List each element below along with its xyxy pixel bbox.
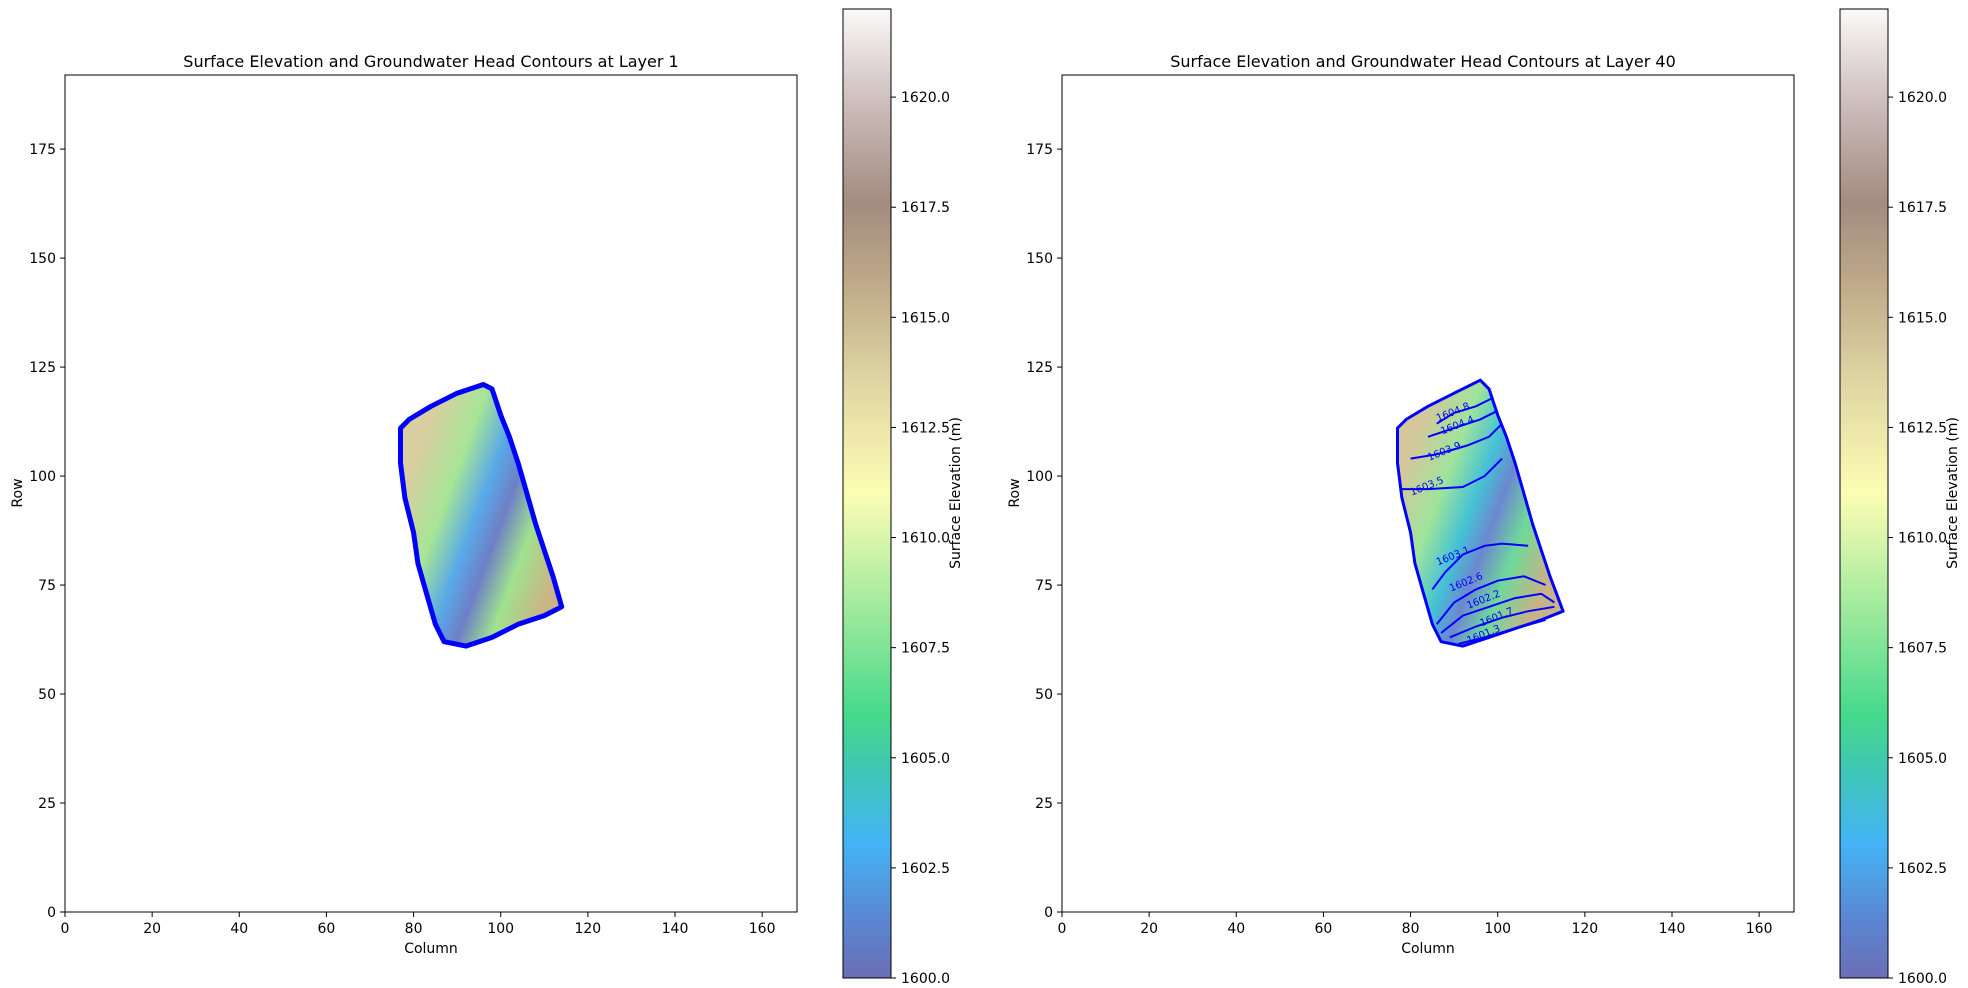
y-tick-label: 150 [1026, 251, 1053, 267]
contour-line [1440, 592, 1555, 634]
colorbar-tick-label: 1602.5 [1898, 861, 1947, 877]
y-tick-label: 100 [29, 469, 56, 485]
x-tick-label: 20 [143, 921, 161, 937]
elevation-surface [400, 384, 562, 647]
colorbar-tick-label: 1615.0 [1898, 310, 1947, 326]
colorbar-tick-label: 1600.0 [1898, 971, 1947, 987]
x-tick-label: 100 [1484, 921, 1511, 937]
y-axis-ticks: 0 25 50 75 100 125 150 175 [1026, 142, 1062, 921]
y-axis-ticks: 0 25 50 75 100 125 150 175 [29, 142, 65, 921]
x-axis-ticks: 0 20 40 60 80 100 120 140 160 [1058, 912, 1773, 937]
colorbar-bar [1839, 8, 1889, 979]
boundary-contour [1396, 378, 1565, 648]
colorbar-tick-label: 1617.5 [1898, 200, 1947, 216]
x-tick-label: 0 [61, 921, 70, 937]
colorbar-label: Surface Elevation (m) [1945, 417, 1961, 569]
chart-title: Surface Elevation and Groundwater Head C… [1170, 52, 1676, 71]
colorbar-label: Surface Elevation (m) [948, 417, 964, 569]
panel-layer-40: Surface Elevation and Groundwater Head C… [1007, 8, 1961, 987]
elevation-field [398, 382, 565, 649]
y-tick-label: 25 [1035, 796, 1053, 812]
x-tick-label: 40 [1227, 921, 1245, 937]
x-tick-label: 140 [1659, 921, 1686, 937]
contour-line [1431, 542, 1529, 590]
x-tick-label: 40 [230, 921, 248, 937]
colorbar: 1600.0 1602.5 1605.0 1607.5 1610.0 1612.5 1615… [842, 8, 964, 987]
colorbar-ticks: 1600.0 1602.5 1605.0 1607.5 1610.0 1612.5 1615… [1888, 90, 1947, 987]
x-tick-label: 0 [1058, 921, 1067, 937]
y-tick-label: 50 [1035, 687, 1053, 703]
colorbar-bar [842, 8, 892, 979]
contour-line [1435, 575, 1546, 625]
colorbar-tick-label: 1610.0 [1898, 531, 1947, 547]
colorbar-tick-label: 1620.0 [901, 90, 950, 106]
y-tick-label: 50 [38, 687, 56, 703]
x-tick-label: 80 [405, 921, 423, 937]
y-tick-label: 75 [1035, 578, 1053, 594]
x-tick-label: 160 [1746, 921, 1773, 937]
x-axis-label: Column [1401, 941, 1455, 957]
x-tick-label: 120 [1571, 921, 1598, 937]
contour-line [1427, 409, 1499, 438]
x-tick-label: 80 [1402, 921, 1420, 937]
panel-layer-1: Surface Elevation and Groundwater Head C… [10, 8, 964, 987]
y-tick-label: 0 [1044, 905, 1053, 921]
x-tick-label: 20 [1140, 921, 1158, 937]
contour-line [1449, 605, 1555, 639]
colorbar-tick-label: 1615.0 [901, 310, 950, 326]
x-tick-label: 60 [1315, 921, 1333, 937]
colorbar-tick-label: 1607.5 [1898, 641, 1947, 657]
x-tick-label: 160 [749, 921, 776, 937]
colorbar-tick-label: 1602.5 [901, 861, 950, 877]
boundary-contour [398, 382, 565, 649]
x-axis-label: Column [404, 941, 458, 957]
y-tick-label: 125 [1026, 360, 1053, 376]
colorbar-tick-label: 1620.0 [1898, 90, 1947, 106]
y-tick-label: 0 [47, 905, 56, 921]
y-tick-label: 175 [29, 142, 56, 158]
colorbar-tick-label: 1617.5 [901, 200, 950, 216]
contour-line [1458, 618, 1546, 645]
x-axis-ticks: 0 20 40 60 80 100 120 140 160 [61, 912, 776, 937]
y-axis-label: Row [1007, 478, 1023, 507]
y-tick-label: 75 [38, 578, 56, 594]
colorbar-tick-label: 1605.0 [1898, 751, 1947, 767]
contour-line [1410, 422, 1503, 460]
colorbar-tick-label: 1607.5 [901, 641, 950, 657]
colorbar-tick-label: 1612.5 [1898, 420, 1947, 436]
colorbar: 1600.0 1602.5 1605.0 1607.5 1610.0 1612.5 1615… [1839, 8, 1961, 987]
colorbar-ticks: 1600.0 1602.5 1605.0 1607.5 1610.0 1612.5 1615… [891, 90, 950, 987]
contour-line [1401, 457, 1503, 491]
y-tick-label: 100 [1026, 469, 1053, 485]
x-tick-label: 100 [487, 921, 514, 937]
y-tick-label: 125 [29, 360, 56, 376]
x-tick-label: 60 [318, 921, 336, 937]
colorbar-tick-label: 1600.0 [901, 971, 950, 987]
plot-area: 1604.81604.41603.91603.51603.11602.61602… [1026, 74, 1795, 937]
colorbar-tick-label: 1612.5 [901, 420, 950, 436]
colorbar-tick-label: 1610.0 [901, 531, 950, 547]
y-tick-label: 150 [29, 251, 56, 267]
contour-line [1436, 396, 1494, 425]
colorbar-tick-label: 1605.0 [901, 751, 950, 767]
x-tick-label: 120 [574, 921, 601, 937]
y-axis-label: Row [10, 478, 26, 507]
x-tick-label: 140 [662, 921, 689, 937]
chart-title: Surface Elevation and Groundwater Head C… [183, 52, 678, 71]
y-tick-label: 175 [1026, 142, 1053, 158]
plot-area: 0 20 40 60 80 100 120 140 160 0 25 50 75 100 125 150 17… [29, 74, 798, 937]
y-tick-label: 25 [38, 796, 56, 812]
